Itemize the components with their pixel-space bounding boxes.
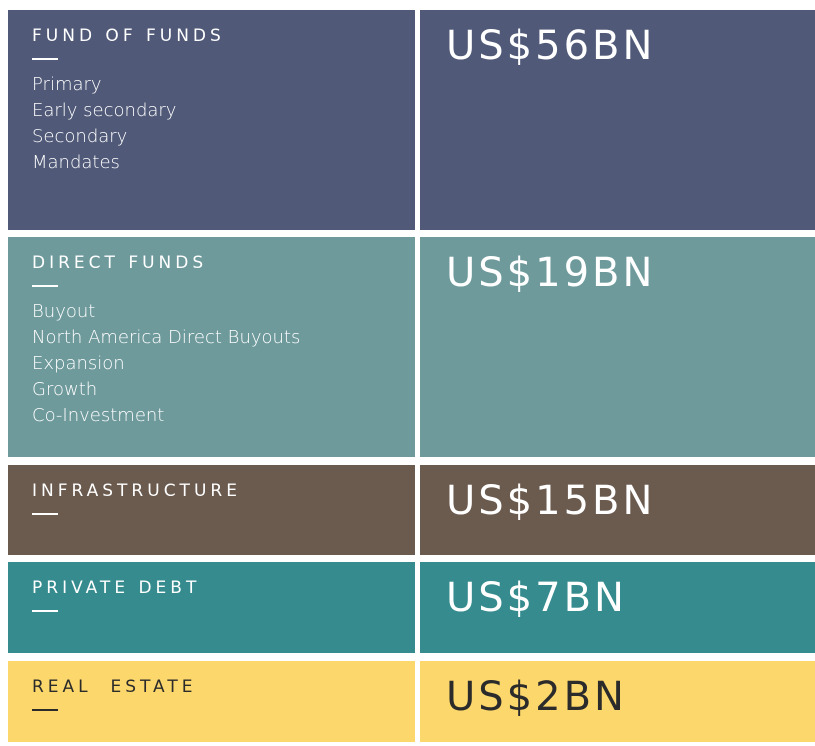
category-item: Co-Investment (32, 405, 165, 426)
category-item: Primary (32, 74, 102, 95)
category-panel: FUND OF FUNDS Primary Early secondary Secon… (8, 10, 415, 230)
category-panel: INFRASTRUCTURE (8, 465, 415, 555)
category-title: REAL ESTATE (32, 677, 197, 697)
category-item: Early secondary (32, 100, 177, 121)
category-title: DIRECT FUNDS (32, 253, 208, 273)
title-dash (32, 58, 58, 60)
category-panel: REAL ESTATE (8, 661, 415, 742)
amount-value: US$15BN (446, 478, 656, 524)
amount-value: US$2BN (446, 674, 627, 720)
category-item: Buyout (32, 301, 96, 322)
title-dash (32, 513, 58, 515)
amount-panel: US$56BN (420, 10, 815, 230)
category-item: Secondary (32, 126, 128, 147)
category-title: INFRASTRUCTURE (32, 481, 241, 501)
category-panel: PRIVATE DEBT (8, 562, 415, 653)
amount-panel: US$15BN (420, 465, 815, 555)
category-item: Expansion (32, 353, 125, 374)
amount-value: US$19BN (446, 250, 656, 296)
title-dash (32, 610, 58, 612)
category-item: Growth (32, 379, 98, 400)
amount-panel: US$19BN (420, 237, 815, 457)
category-panel: DIRECT FUNDS Buyout North America Direct B… (8, 237, 415, 457)
category-item: North America Direct Buyouts (32, 327, 301, 348)
title-dash (32, 285, 58, 287)
amount-panel: US$7BN (420, 562, 815, 653)
title-dash (32, 709, 58, 711)
amount-value: US$56BN (446, 23, 656, 69)
amount-value: US$7BN (446, 575, 627, 621)
category-title: PRIVATE DEBT (32, 578, 201, 598)
category-item: Mandates (32, 152, 120, 173)
category-title: FUND OF FUNDS (32, 26, 225, 46)
amount-panel: US$2BN (420, 661, 815, 742)
